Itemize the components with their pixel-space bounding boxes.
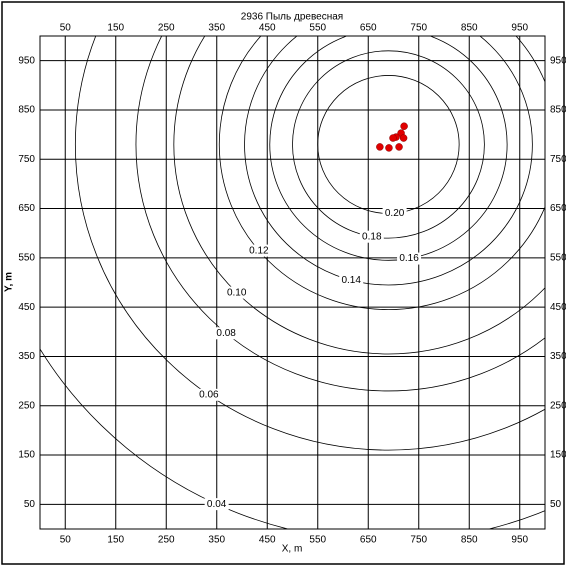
y-tick-label: 650 [550, 203, 566, 214]
contour-label: 0.14 [341, 275, 361, 286]
contour-label: 0.12 [249, 245, 269, 256]
x-tick-label: 450 [259, 535, 276, 546]
x-tick-label: 150 [107, 535, 124, 546]
y-tick-label: 550 [18, 252, 35, 263]
y-tick-label: 850 [550, 105, 566, 116]
contour-line [269, 36, 508, 261]
y-tick-label: 50 [24, 499, 36, 510]
contour-line [40, 347, 545, 529]
x-tick-label: 750 [410, 23, 427, 34]
x-tick-label: 950 [511, 535, 528, 546]
x-tick-label: 250 [158, 23, 175, 34]
source-point [395, 143, 403, 151]
contour-label: 0.06 [199, 389, 219, 400]
x-tick-label: 750 [410, 535, 427, 546]
y-tick-label: 50 [550, 499, 562, 510]
x-tick-label: 150 [107, 23, 124, 34]
contour-label: 0.04 [207, 499, 227, 510]
source-point [399, 134, 408, 142]
y-tick-label: 950 [18, 55, 35, 66]
y-tick-label: 750 [18, 154, 35, 165]
contour-label-bg [397, 252, 422, 265]
y-tick-label: 150 [550, 450, 566, 461]
contour-label-bg [382, 207, 407, 220]
source-point [400, 122, 408, 130]
plot-area: 0.04 0.06 0.08 0.10 0.12 0.14 0.16 0.18 0.20 [40, 36, 545, 529]
y-tick-label: 350 [18, 351, 35, 362]
x-tick-label: 650 [360, 23, 377, 34]
source-point [385, 144, 393, 152]
chart-title: 2936 Пыль древесная [241, 12, 343, 23]
contour-label: 0.18 [362, 231, 382, 242]
y-tick-label: 250 [550, 400, 566, 411]
contour-line [244, 36, 533, 286]
y-tick-label: 850 [18, 105, 35, 116]
contour-label: 0.20 [385, 208, 405, 219]
x-tick-label: 550 [309, 535, 326, 546]
y-tick-label: 750 [550, 154, 566, 165]
y-tick-label: 250 [18, 400, 35, 411]
contour-label-bg [224, 286, 249, 299]
y-axis-label: Y, m [4, 272, 15, 292]
x-tick-label: 550 [309, 23, 326, 34]
y-tick-label: 550 [550, 252, 566, 263]
contour-label-bg [214, 327, 239, 340]
x-tick-label: 450 [259, 23, 276, 34]
contour-label: 0.16 [399, 253, 419, 264]
y-tick-label: 450 [550, 302, 566, 313]
x-tick-label: 650 [360, 535, 377, 546]
x-tick-label: 350 [208, 23, 225, 34]
x-tick-label: 850 [461, 23, 478, 34]
y-tick-label: 350 [550, 351, 566, 362]
x-tick-label: 250 [158, 535, 175, 546]
y-tick-label: 450 [18, 302, 35, 313]
contour-label-bg [196, 388, 221, 401]
y-tick-label: 950 [550, 55, 566, 66]
source-point [389, 134, 397, 142]
source-point [376, 143, 384, 151]
x-tick-label: 50 [60, 535, 72, 546]
contour-label-bg [204, 498, 229, 511]
y-tick-label: 650 [18, 203, 35, 214]
plot-border [39, 35, 546, 530]
contour-line [75, 36, 545, 451]
contour-label-bg [246, 244, 271, 257]
contour-label: 0.08 [216, 328, 236, 339]
x-tick-label: 850 [461, 535, 478, 546]
contour-label: 0.10 [227, 287, 247, 298]
contour-label-bg [359, 230, 384, 243]
contour-line [173, 36, 545, 355]
x-tick-label: 350 [208, 535, 225, 546]
x-axis-label: X, m [282, 544, 303, 555]
contour-line [218, 36, 545, 310]
contour-line [292, 50, 485, 239]
x-tick-label: 950 [511, 23, 528, 34]
contour-line [135, 36, 545, 392]
contour-label-bg [339, 274, 364, 287]
y-tick-label: 150 [18, 450, 35, 461]
x-tick-label: 50 [60, 23, 72, 34]
